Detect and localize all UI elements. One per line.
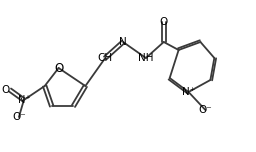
Text: N⁺: N⁺ [18,95,30,105]
Text: N: N [119,37,127,47]
Text: O: O [160,17,168,27]
Text: N⁺: N⁺ [182,87,195,97]
Text: CH: CH [98,53,113,63]
Text: O: O [54,62,63,74]
Text: O⁻: O⁻ [199,105,212,115]
Text: NH: NH [138,53,154,63]
Text: O: O [2,85,10,95]
Text: O⁻: O⁻ [12,112,26,122]
